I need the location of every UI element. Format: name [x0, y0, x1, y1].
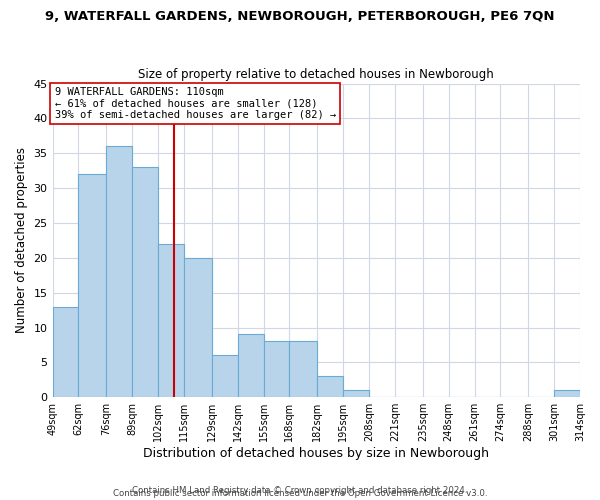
Bar — [263, 342, 289, 397]
Text: Contains public sector information licensed under the Open Government Licence v3: Contains public sector information licen… — [113, 488, 487, 498]
X-axis label: Distribution of detached houses by size in Newborough: Distribution of detached houses by size … — [143, 447, 489, 460]
Bar — [158, 244, 184, 397]
Bar — [79, 174, 106, 397]
Bar — [106, 146, 132, 397]
Bar — [53, 306, 79, 397]
Bar — [554, 390, 580, 397]
Text: 9, WATERFALL GARDENS, NEWBOROUGH, PETERBOROUGH, PE6 7QN: 9, WATERFALL GARDENS, NEWBOROUGH, PETERB… — [45, 10, 555, 23]
Bar — [184, 258, 212, 397]
Bar — [212, 356, 238, 397]
Bar — [289, 342, 317, 397]
Text: 9 WATERFALL GARDENS: 110sqm
← 61% of detached houses are smaller (128)
39% of se: 9 WATERFALL GARDENS: 110sqm ← 61% of det… — [55, 87, 336, 120]
Text: Contains HM Land Registry data © Crown copyright and database right 2024.: Contains HM Land Registry data © Crown c… — [132, 486, 468, 495]
Bar — [343, 390, 369, 397]
Bar — [317, 376, 343, 397]
Y-axis label: Number of detached properties: Number of detached properties — [15, 148, 28, 334]
Title: Size of property relative to detached houses in Newborough: Size of property relative to detached ho… — [139, 68, 494, 81]
Bar — [132, 167, 158, 397]
Bar — [238, 334, 263, 397]
